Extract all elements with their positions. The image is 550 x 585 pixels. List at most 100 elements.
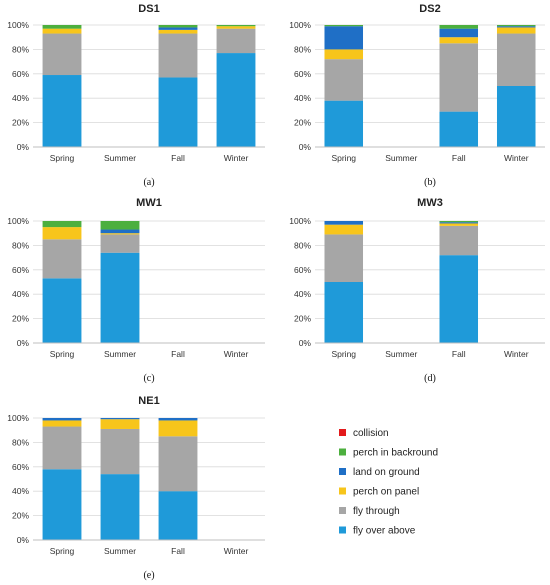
y-tick-label: 40%: [12, 289, 29, 299]
x-tick-label: Winter: [224, 546, 249, 556]
y-tick-label: 20%: [294, 118, 311, 128]
chart-panel-mw1: 0% 20% 40% 60% 80% 100% MW1 Spring Summer Fall Win…: [7, 197, 265, 384]
bar-segment-perch-on-panel-fall: [439, 37, 479, 44]
legend-swatch: [339, 526, 346, 534]
x-tick-label: Winter: [224, 153, 249, 163]
bar-segment-perch-in-backround-spring: [324, 25, 364, 27]
legend-label: collision: [353, 428, 389, 439]
y-tick-label: 0%: [17, 535, 30, 545]
bar-segment-fly-through-summer: [100, 428, 140, 475]
chart-panel-ds1: 0% 20% 40% 60% 80% 100% DS1 Spring Summer Fall Win…: [7, 3, 265, 188]
bar-segment-fly-over-above-spring: [324, 100, 364, 147]
bar-segment-fly-over-above-summer: [100, 252, 140, 343]
bar-segment-fly-through-fall: [439, 225, 479, 256]
bar-segment-perch-on-panel-summer: [100, 419, 140, 429]
chart-title: DS2: [419, 3, 440, 15]
x-tick-label: Spring: [50, 153, 75, 163]
x-tick-label: Winter: [504, 349, 529, 359]
y-tick-label: 0%: [17, 338, 30, 348]
bar-segment-fly-over-above-spring: [42, 469, 82, 540]
chart-panel-ds2: 0% 20% 40% 60% 80% 100% DS2 Spring Summer Fall Win…: [289, 3, 545, 188]
y-tick-label: 100%: [289, 20, 311, 30]
chart-title: MW1: [136, 197, 162, 209]
x-tick-label: Fall: [171, 153, 185, 163]
bar-segment-fly-over-above-fall: [158, 77, 198, 147]
y-tick-label: 100%: [7, 216, 29, 226]
chart-title: DS1: [138, 3, 159, 15]
chart-panel-mw3: 0% 20% 40% 60% 80% 100% MW3 Spring Summer Fall Win…: [289, 197, 545, 384]
x-tick-label: Winter: [224, 349, 249, 359]
y-tick-label: 60%: [294, 265, 311, 275]
bar-segment-perch-on-panel-spring: [42, 28, 82, 34]
bar-segment-fly-through-spring: [42, 33, 82, 76]
x-tick-label: Summer: [385, 349, 417, 359]
bar-segment-fly-through-winter: [216, 28, 256, 54]
y-tick-label: 60%: [12, 462, 29, 472]
bar-segment-fly-over-above-winter: [496, 86, 536, 147]
bar-segment-land-on-ground-spring: [324, 221, 364, 225]
chart-panel-ne1: 0% 20% 40% 60% 80% 100% NE1 Spring Summer Fall Win…: [7, 395, 265, 581]
y-tick-label: 80%: [12, 44, 29, 54]
legend-label: perch on panel: [353, 487, 419, 498]
x-tick-label: Spring: [50, 349, 75, 359]
bar-segment-fly-over-above-summer: [100, 474, 140, 540]
y-tick-label: 100%: [7, 413, 29, 423]
bar-segment-perch-in-backround-spring: [42, 25, 82, 29]
panel-label: (a): [143, 177, 154, 188]
bar-segment-fly-through-fall: [439, 43, 479, 112]
bar-segment-fly-over-above-spring: [42, 278, 82, 343]
y-tick-label: 80%: [294, 240, 311, 250]
bar-segment-land-on-ground-winter: [496, 26, 536, 28]
y-tick-label: 100%: [289, 216, 311, 226]
chart-title: MW3: [417, 197, 443, 209]
y-tick-label: 40%: [294, 289, 311, 299]
x-tick-label: Summer: [104, 349, 136, 359]
y-tick-label: 60%: [294, 69, 311, 79]
x-tick-label: Summer: [104, 153, 136, 163]
bar-segment-perch-in-backround-winter: [216, 25, 256, 27]
legend-swatch: [339, 429, 346, 436]
bar-segment-fly-over-above-spring: [42, 75, 82, 147]
bar-segment-perch-in-backround-spring: [42, 221, 82, 228]
bar-segment-perch-on-panel-spring: [42, 227, 82, 240]
bar-segment-perch-in-backround-summer: [100, 221, 140, 230]
x-tick-label: Spring: [331, 153, 356, 163]
bar-segment-perch-in-backround-fall: [439, 221, 479, 223]
bar-segment-fly-through-spring: [42, 426, 82, 470]
bar-segment-fly-over-above-fall: [439, 255, 479, 343]
legend-swatch: [339, 487, 346, 495]
legend-swatch: [339, 507, 346, 514]
bar-segment-land-on-ground-spring: [324, 26, 364, 50]
bar-segment-fly-over-above-spring: [324, 282, 364, 343]
bar-segment-land-on-ground-spring: [42, 418, 82, 421]
x-tick-label: Winter: [504, 153, 529, 163]
legend-label: fly over above: [353, 526, 416, 537]
bar-segment-perch-on-panel-fall: [439, 223, 479, 226]
legend-swatch: [339, 468, 346, 475]
panel-label: (b): [424, 177, 436, 188]
x-tick-label: Spring: [331, 349, 356, 359]
bar-segment-perch-in-backround-fall: [158, 25, 198, 28]
x-tick-label: Summer: [104, 546, 136, 556]
bar-segment-perch-in-backround-fall: [439, 25, 479, 29]
y-tick-label: 60%: [12, 69, 29, 79]
y-tick-label: 0%: [299, 338, 312, 348]
y-tick-label: 100%: [7, 20, 29, 30]
y-tick-label: 60%: [12, 265, 29, 275]
legend: collision perch in backround land on groun…: [339, 428, 438, 537]
x-tick-label: Spring: [50, 546, 75, 556]
x-tick-label: Summer: [385, 153, 417, 163]
legend-label: land on ground: [353, 467, 420, 478]
y-tick-label: 20%: [294, 314, 311, 324]
bar-segment-perch-in-backround-winter: [496, 25, 536, 27]
bar-segment-perch-on-panel-spring: [42, 420, 82, 427]
bar-segment-fly-through-fall: [158, 436, 198, 492]
y-tick-label: 80%: [12, 437, 29, 447]
y-tick-label: 40%: [294, 93, 311, 103]
y-tick-label: 80%: [12, 240, 29, 250]
y-tick-label: 0%: [17, 142, 30, 152]
bar-segment-perch-on-panel-spring: [324, 224, 364, 235]
y-tick-label: 80%: [294, 44, 311, 54]
bar-segment-fly-through-winter: [496, 33, 536, 86]
x-tick-label: Fall: [452, 349, 466, 359]
